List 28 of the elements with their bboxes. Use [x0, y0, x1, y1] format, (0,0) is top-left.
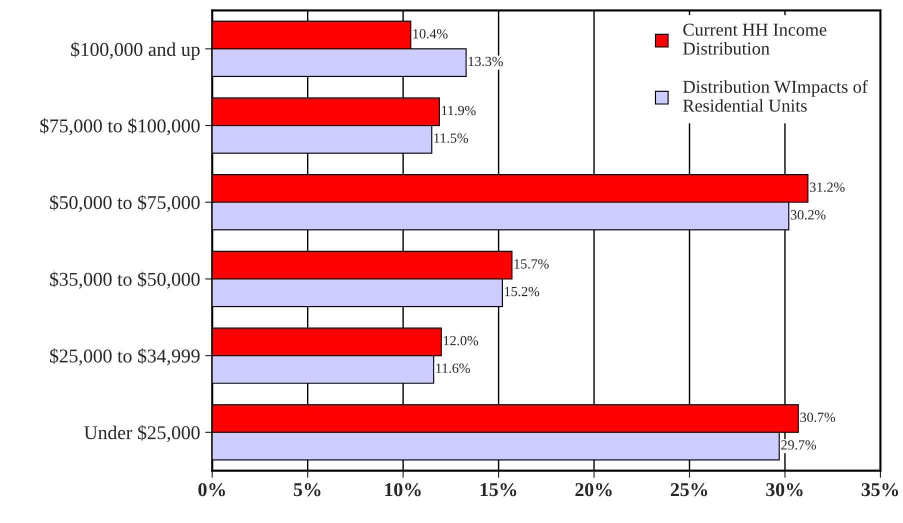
legend-label: Current HH Income Distribution	[683, 24, 826, 55]
data-label: 31.2%	[810, 182, 845, 192]
x-tick-label: 5%	[294, 483, 320, 496]
y-tick-label: $50,000 to $75,000	[50, 194, 200, 212]
data-label: 12.0%	[444, 336, 478, 346]
y-tick-label: $75,000 to $100,000	[40, 118, 200, 136]
x-tick-label: 25%	[670, 483, 708, 496]
data-label: 11.5%	[434, 133, 468, 143]
data-label: 11.6%	[436, 364, 470, 373]
x-tick-label: 20%	[575, 483, 612, 496]
y-tick-label: Under $25,000	[84, 425, 200, 442]
x-tick-label: 35%	[862, 483, 898, 496]
data-label: 29.7%	[781, 440, 816, 450]
y-tick-label: $25,000 to $34,999	[50, 348, 200, 366]
x-tick-label: 0%	[198, 483, 225, 496]
legend-label: Distribution WImpacts of Residential Units	[683, 80, 868, 112]
data-label: 15.2%	[505, 286, 540, 296]
data-label: 11.9%	[442, 106, 476, 116]
y-tick-label: $100,000 and up	[71, 42, 200, 60]
data-label: 13.3%	[468, 56, 503, 66]
data-label: 30.2%	[790, 210, 826, 220]
data-label: 10.4%	[413, 29, 448, 39]
data-label: 15.7%	[514, 259, 549, 269]
y-tick-label: $35,000 to $50,000	[50, 272, 200, 289]
data-label: 30.7%	[800, 412, 836, 422]
x-tick-label: 10%	[385, 483, 421, 496]
x-tick-label: 15%	[480, 483, 516, 496]
x-tick-label: 30%	[766, 483, 803, 496]
